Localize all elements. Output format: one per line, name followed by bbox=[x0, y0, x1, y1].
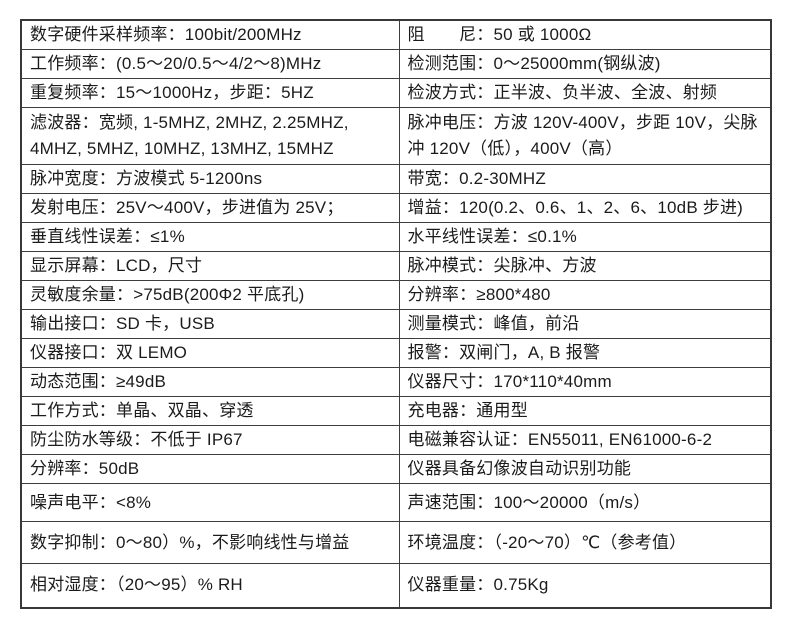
spec-cell: 检测范围：0～25000mm(钢纵波) bbox=[398, 49, 772, 79]
table-row: 数字抑制：0～80）%，不影响线性与增益 环境温度：（-20～70）℃（参考值） bbox=[20, 521, 772, 564]
spec-cell: 显示屏幕：LCD，尺寸 bbox=[20, 251, 400, 281]
spec-cell: 充电器：通用型 bbox=[398, 396, 772, 426]
spec-cell: 仪器接口：双 LEMO bbox=[20, 338, 400, 368]
table-row: 灵敏度余量：>75dB(200Φ2 平底孔) 分辨率：≥800*480 bbox=[20, 280, 772, 310]
spec-cell: 工作方式：单晶、双晶、穿透 bbox=[20, 396, 400, 426]
table-row: 脉冲宽度：方波模式 5-1200ns 带宽：0.2-30MHZ bbox=[20, 164, 772, 194]
spec-cell: 相对湿度：（20～95）% RH bbox=[20, 563, 400, 608]
spec-cell: 检波方式：正半波、负半波、全波、射频 bbox=[398, 78, 772, 108]
table-row: 输出接口：SD 卡，USB 测量模式：峰值，前沿 bbox=[20, 309, 772, 339]
spec-cell: 工作频率：(0.5～20/0.5～4/2～8)MHz bbox=[20, 49, 400, 79]
spec-cell: 分辨率：≥800*480 bbox=[398, 280, 772, 310]
table-row: 防尘防水等级：不低于 IP67 电磁兼容认证：EN55011, EN61000-… bbox=[20, 425, 772, 455]
spec-cell: 脉冲宽度：方波模式 5-1200ns bbox=[20, 164, 400, 194]
spec-cell: 重复频率：15～1000Hz，步距：5HZ bbox=[20, 78, 400, 108]
spec-cell: 数字抑制：0～80）%，不影响线性与增益 bbox=[20, 521, 400, 564]
spec-cell: 仪器具备幻像波自动识别功能 bbox=[398, 454, 772, 484]
table-row: 显示屏幕：LCD，尺寸 脉冲模式：尖脉冲、方波 bbox=[20, 251, 772, 281]
table-row: 发射电压：25V～400V，步进值为 25V； 增益：120(0.2、0.6、1… bbox=[20, 193, 772, 223]
spec-cell: 防尘防水等级：不低于 IP67 bbox=[20, 425, 400, 455]
table-row: 滤波器：宽频, 1-5MHZ, 2MHZ, 2.25MHZ, 4MHZ, 5MH… bbox=[20, 107, 772, 165]
spec-cell: 噪声电平：<8% bbox=[20, 483, 400, 522]
spec-cell: 水平线性误差：≤0.1% bbox=[398, 222, 772, 252]
spec-cell: 滤波器：宽频, 1-5MHZ, 2MHZ, 2.25MHZ, 4MHZ, 5MH… bbox=[20, 107, 400, 165]
spec-cell: 报警：双闸门，A, B 报警 bbox=[398, 338, 772, 368]
table-row: 工作频率：(0.5～20/0.5～4/2～8)MHz 检测范围：0～25000m… bbox=[20, 49, 772, 79]
spec-cell: 脉冲模式：尖脉冲、方波 bbox=[398, 251, 772, 281]
spec-cell: 仪器重量：0.75Kg bbox=[398, 563, 772, 608]
spec-cell: 数字硬件采样频率：100bit/200MHz bbox=[20, 19, 400, 50]
spec-cell: 发射电压：25V～400V，步进值为 25V； bbox=[20, 193, 400, 223]
table-row: 重复频率：15～1000Hz，步距：5HZ 检波方式：正半波、负半波、全波、射频 bbox=[20, 78, 772, 108]
table-row: 垂直线性误差：≤1% 水平线性误差：≤0.1% bbox=[20, 222, 772, 252]
table-row: 噪声电平：<8% 声速范围：100～20000（m/s） bbox=[20, 483, 772, 522]
spec-cell: 垂直线性误差：≤1% bbox=[20, 222, 400, 252]
spec-table: 数字硬件采样频率：100bit/200MHz 阻 尼：50 或 1000Ω 工作… bbox=[20, 19, 772, 609]
spec-cell: 仪器尺寸：170*110*40mm bbox=[398, 367, 772, 397]
spec-cell: 灵敏度余量：>75dB(200Φ2 平底孔) bbox=[20, 280, 400, 310]
table-row: 相对湿度：（20～95）% RH 仪器重量：0.75Kg bbox=[20, 563, 772, 608]
spec-cell: 阻 尼：50 或 1000Ω bbox=[398, 19, 772, 50]
spec-cell: 电磁兼容认证：EN55011, EN61000-6-2 bbox=[398, 425, 772, 455]
table-row: 仪器接口：双 LEMO 报警：双闸门，A, B 报警 bbox=[20, 338, 772, 368]
spec-cell: 测量模式：峰值，前沿 bbox=[398, 309, 772, 339]
table-row: 分辨率：50dB 仪器具备幻像波自动识别功能 bbox=[20, 454, 772, 484]
spec-cell: 增益：120(0.2、0.6、1、2、6、10dB 步进) bbox=[398, 193, 772, 223]
spec-cell: 环境温度：（-20～70）℃（参考值） bbox=[398, 521, 772, 564]
table-row: 数字硬件采样频率：100bit/200MHz 阻 尼：50 或 1000Ω bbox=[20, 19, 772, 50]
spec-cell: 输出接口：SD 卡，USB bbox=[20, 309, 400, 339]
spec-cell: 分辨率：50dB bbox=[20, 454, 400, 484]
table-row: 动态范围：≥49dB 仪器尺寸：170*110*40mm bbox=[20, 367, 772, 397]
spec-cell: 带宽：0.2-30MHZ bbox=[398, 164, 772, 194]
spec-cell: 动态范围：≥49dB bbox=[20, 367, 400, 397]
spec-cell: 声速范围：100～20000（m/s） bbox=[398, 483, 772, 522]
spec-cell: 脉冲电压：方波 120V-400V，步距 10V，尖脉冲 120V（低），400… bbox=[398, 107, 772, 165]
table-row: 工作方式：单晶、双晶、穿透 充电器：通用型 bbox=[20, 396, 772, 426]
